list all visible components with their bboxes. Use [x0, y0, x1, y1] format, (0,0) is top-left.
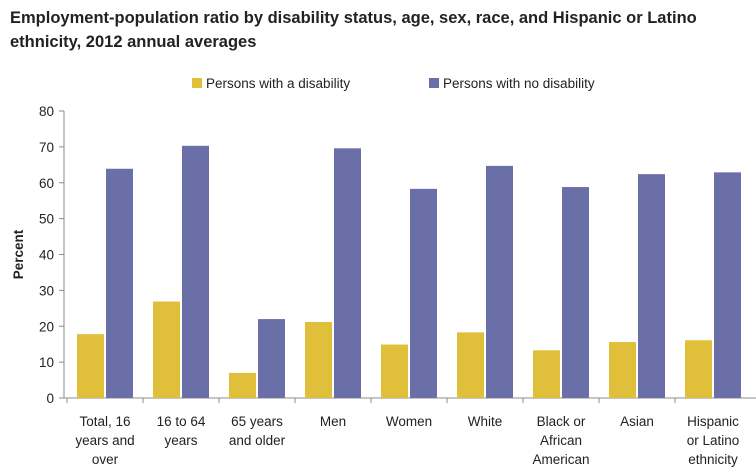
- bar-no-disability-7: [562, 187, 589, 398]
- bar-disability-4: [305, 321, 332, 398]
- category-label-line: 16 to 64: [157, 414, 206, 429]
- bar-disability-2: [153, 301, 180, 398]
- y-tick-label: 40: [39, 248, 54, 263]
- y-axis-label: Percent: [11, 229, 26, 279]
- category-label-line: and older: [229, 433, 286, 448]
- legend: Persons with a disability Persons with no…: [192, 76, 595, 91]
- y-tick-label: 20: [39, 319, 54, 334]
- category-label-line: African: [540, 433, 582, 448]
- category-label-1: Total, 16 years and over: [75, 414, 134, 467]
- category-label-line: Total, 16: [79, 414, 130, 429]
- category-label-line: Asian: [620, 414, 654, 429]
- bar-no-disability-8: [638, 174, 665, 398]
- bar-no-disability-6: [486, 165, 513, 398]
- category-label-line: years and: [75, 433, 134, 448]
- category-label-6: White: [468, 414, 503, 429]
- bars: [77, 145, 741, 398]
- bar-no-disability-2: [182, 145, 209, 398]
- y-tick-label: 30: [39, 283, 54, 298]
- category-label-line: or Latino: [687, 433, 740, 448]
- bar-disability-6: [457, 332, 484, 398]
- category-label-5: Women: [386, 414, 432, 429]
- category-label-line: ethnicity: [688, 452, 738, 467]
- bar-disability-7: [533, 350, 560, 398]
- category-label-line: years: [164, 433, 197, 448]
- category-label-line: 65 years: [231, 414, 283, 429]
- bar-no-disability-9: [714, 172, 741, 398]
- y-tick-label: 10: [39, 355, 54, 370]
- category-label-line: Hispanic: [687, 414, 739, 429]
- legend-label-1: Persons with a disability: [206, 76, 350, 91]
- category-label-line: American: [532, 452, 589, 467]
- bar-no-disability-3: [258, 319, 285, 398]
- category-label-8: Asian: [620, 414, 654, 429]
- bar-disability-9: [685, 340, 712, 398]
- category-label-line: Women: [386, 414, 432, 429]
- chart-title: Employment-population ratio by disabilit…: [10, 9, 697, 51]
- legend-swatch-1: [192, 78, 202, 88]
- category-label-line: Men: [320, 414, 346, 429]
- bar-disability-5: [381, 344, 408, 398]
- bar-no-disability-4: [334, 148, 361, 398]
- category-label-2: 16 to 64 years: [157, 414, 206, 448]
- bar-no-disability-5: [410, 188, 437, 398]
- category-label-7: Black or African American: [532, 414, 589, 467]
- bar-disability-1: [77, 334, 104, 398]
- category-label-line: Black or: [537, 414, 586, 429]
- bar-disability-8: [609, 342, 636, 398]
- y-tick-label: 0: [46, 391, 54, 406]
- y-tick-label: 70: [39, 140, 54, 155]
- bar-disability-3: [229, 372, 256, 398]
- category-label-line: over: [92, 452, 119, 467]
- bar-no-disability-1: [106, 168, 133, 398]
- legend-label-2: Persons with no disability: [443, 76, 595, 91]
- category-labels: Total, 16 years and over 16 to 64 years 65 ye…: [75, 414, 739, 467]
- y-tick-label: 60: [39, 176, 54, 191]
- legend-swatch-2: [429, 78, 439, 88]
- category-label-3: 65 years and older: [229, 414, 286, 448]
- y-tick-label: 80: [39, 104, 54, 119]
- category-label-9: Hispanic or Latino ethnicity: [687, 414, 740, 467]
- category-label-line: White: [468, 414, 503, 429]
- category-label-4: Men: [320, 414, 346, 429]
- y-tick-label: 50: [39, 212, 54, 227]
